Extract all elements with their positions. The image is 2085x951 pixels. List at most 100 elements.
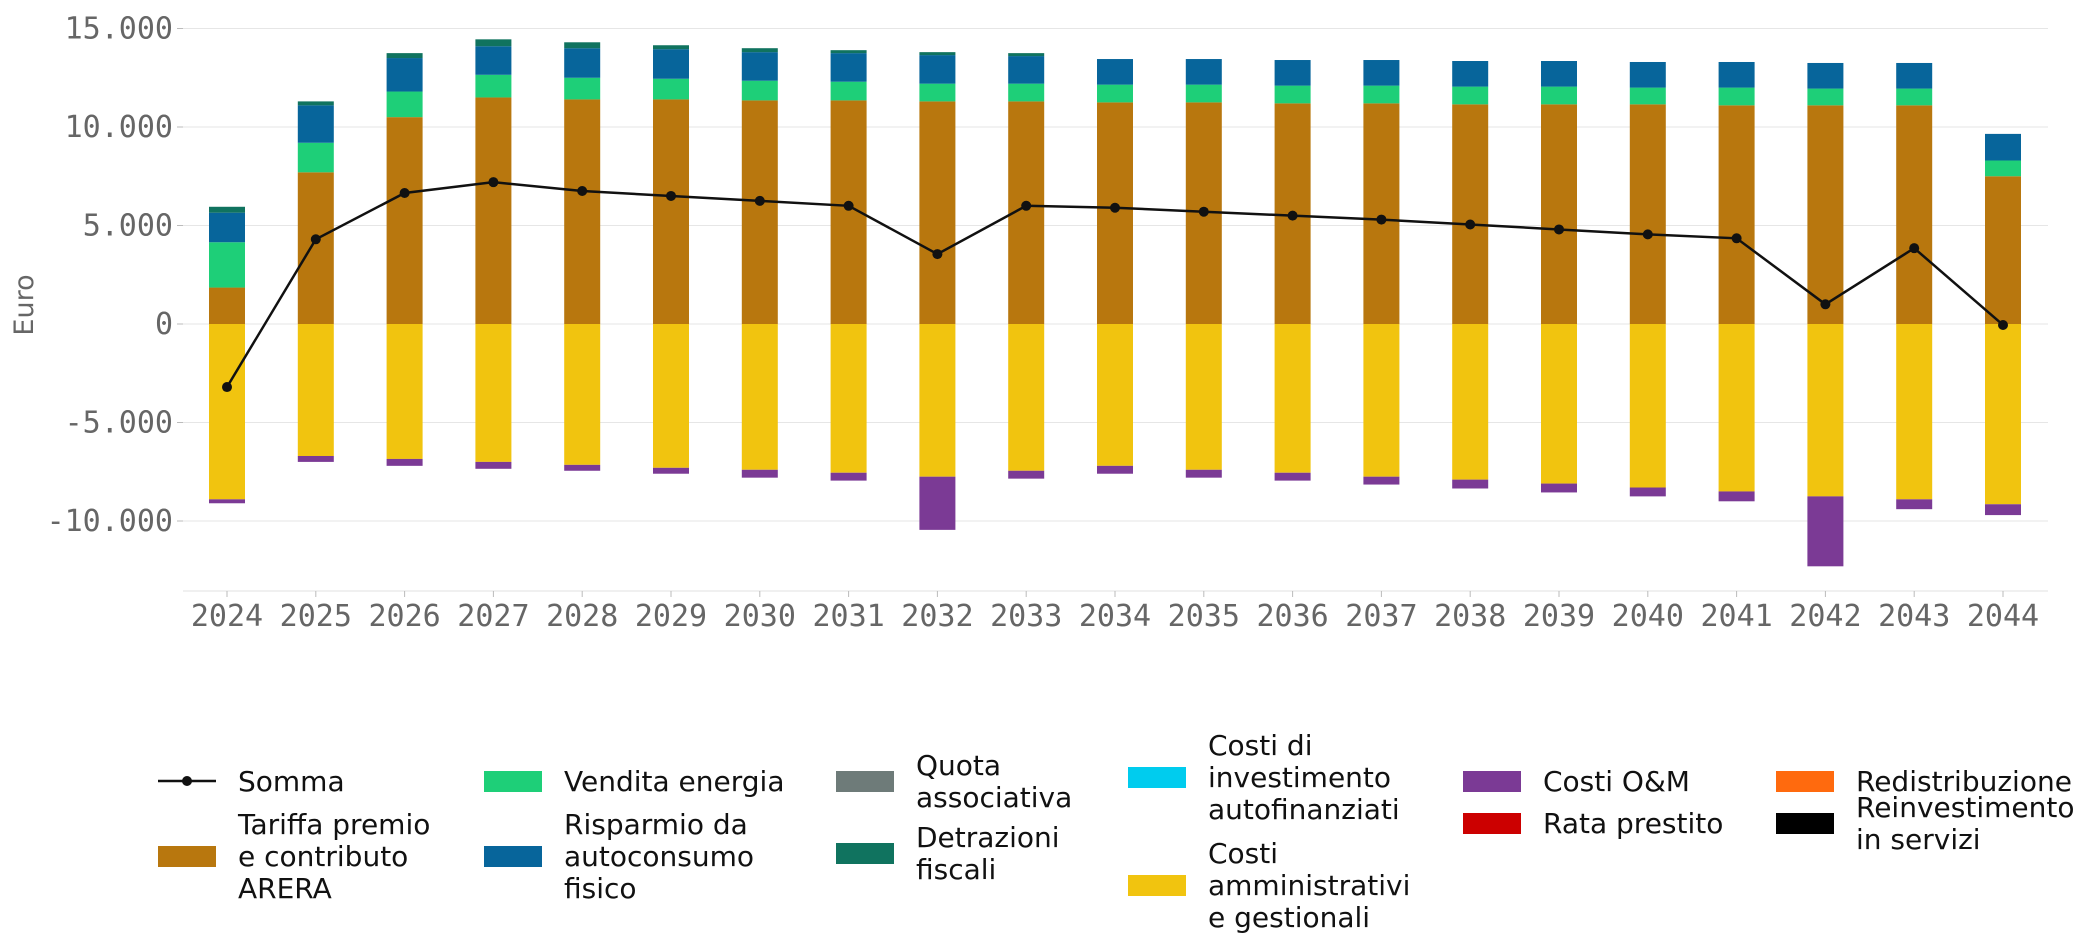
legend-label-line: Rata prestito (1543, 807, 1723, 840)
legend-label-line: Reinvestimento (1856, 791, 2074, 824)
bar-segment (386, 91, 423, 118)
x-tick-label: 2036 (1256, 599, 1328, 634)
bar-segment (1097, 324, 1133, 466)
x-tick-label: 2035 (1168, 599, 1240, 634)
sum-point (1998, 319, 2008, 330)
bar-segment (209, 287, 245, 324)
legend-patch (836, 771, 894, 792)
x-tick-label: 2025 (280, 599, 352, 634)
bar-segment (653, 49, 689, 79)
legend-label-line: fiscali (916, 853, 996, 886)
bar-segment (741, 48, 778, 53)
bar-segment (564, 77, 601, 100)
legend-label-line: associativa (916, 781, 1072, 814)
legend-label-line: Redistribuzione (1856, 765, 2072, 798)
bar-segment (1363, 85, 1400, 104)
x-tick-label: 2024 (191, 599, 263, 634)
legend: Somma Tariffa premio e contributo ARERA Vend… (158, 729, 2074, 934)
bar-segment (297, 142, 334, 173)
legend-label: Costi di investimento autofinanziati (1208, 729, 1400, 826)
sum-point (1731, 233, 1742, 244)
bar-segment (830, 324, 867, 473)
x-tick-label: 2040 (1612, 599, 1684, 634)
legend-patch (836, 843, 894, 864)
bar-segment (1985, 324, 2021, 505)
bar-segment (1629, 87, 1666, 105)
sum-point (310, 234, 321, 245)
sum-point (1820, 299, 1831, 310)
sum-point (666, 190, 676, 201)
bar-segment (564, 324, 601, 465)
bar-segment (297, 105, 334, 143)
legend-label-line: Detrazioni (916, 821, 1060, 854)
bar-segment (830, 81, 867, 101)
legend-label-line: fisico (564, 872, 637, 905)
bar-segment (919, 101, 956, 324)
legend-patch (1463, 771, 1521, 792)
bar-segment (386, 458, 423, 466)
bar-segment (1452, 479, 1489, 489)
sum-point (1376, 214, 1387, 225)
legend-label-line: ARERA (238, 872, 332, 905)
bar-segment (919, 476, 956, 530)
sum-point (754, 195, 765, 206)
bar-segment (1541, 61, 1577, 87)
x-tick-label: 2038 (1434, 599, 1506, 634)
sum-point (488, 177, 499, 188)
bar-segment (1008, 470, 1045, 479)
bar-segment (1629, 487, 1666, 497)
bar-segment (919, 52, 956, 56)
bar-segment (386, 117, 423, 325)
bar-segment (1629, 104, 1666, 324)
sum-point (1909, 243, 1920, 254)
bar-segment (297, 172, 334, 324)
bar-segment (1185, 84, 1222, 103)
bar-segment (1541, 324, 1577, 484)
legend-label-line: autoconsumo (564, 840, 754, 873)
bar-segment (564, 48, 601, 78)
bar-segment (741, 324, 778, 470)
bar-segment (1896, 88, 1933, 106)
x-tick-label: 2043 (1878, 599, 1950, 634)
y-tick-label: 10.000 (65, 110, 173, 145)
sum-point (1554, 224, 1564, 235)
bar-segment (209, 212, 245, 243)
bar-stacks (209, 39, 2021, 567)
bar-segment (741, 469, 778, 478)
bar-segment (919, 83, 956, 102)
bar-segment (1629, 61, 1666, 88)
legend-label: Costi amministrativi e gestionali (1208, 837, 1410, 934)
legend-label-line: Vendita energia (564, 765, 784, 798)
legend-label-line: investimento (1208, 761, 1391, 794)
legend-label-line: amministrativi (1208, 869, 1410, 902)
bar-segment (1629, 324, 1666, 488)
sum-point (577, 186, 588, 197)
bar-segment (297, 324, 334, 456)
x-tick-label: 2039 (1523, 599, 1595, 634)
y-tick-label: -10.000 (47, 504, 173, 539)
bar-segment (1807, 496, 1844, 567)
bar-segment (1807, 88, 1844, 106)
x-tick-label: 2026 (368, 599, 440, 634)
legend-marker (182, 776, 192, 786)
sum-point (1287, 210, 1298, 221)
x-tick-label: 2029 (635, 599, 707, 634)
sum-point (1110, 202, 1120, 213)
legend-label: Costi O&M (1543, 765, 1690, 798)
bar-segment (475, 324, 512, 462)
bar-segment (1718, 105, 1755, 324)
bar-segment (1185, 59, 1222, 85)
legend-label-line: Tariffa premio (237, 808, 430, 841)
x-tick-label: 2042 (1789, 599, 1861, 634)
x-tick-label: 2030 (724, 599, 796, 634)
bar-segment (1718, 87, 1755, 106)
bar-segment (1363, 60, 1400, 86)
bar-segment (741, 52, 778, 81)
bar-segment (1452, 86, 1489, 105)
sum-point (1465, 219, 1476, 230)
bar-segment (1985, 160, 2021, 177)
legend-label: Quota associativa (916, 749, 1072, 814)
bar-segment (741, 80, 778, 101)
bar-segment (1985, 504, 2021, 516)
bar-segment (1097, 59, 1133, 85)
